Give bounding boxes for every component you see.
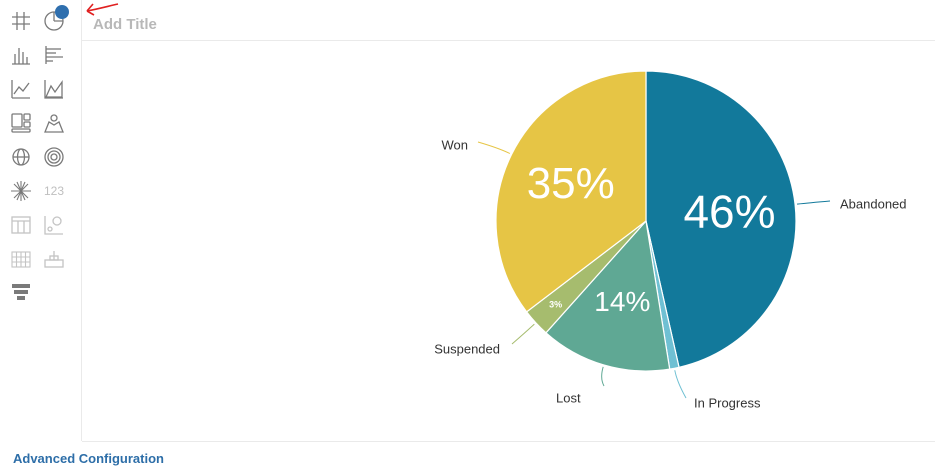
pie-leader-line [477,141,511,154]
pie-category-label: Lost [556,391,581,406]
line-chart-icon[interactable] [8,76,34,102]
pie-slice-lost[interactable] [545,219,671,372]
pie-slice-won[interactable] [495,70,647,313]
horizontal-bar-chart-icon[interactable] [41,42,67,68]
table-icon[interactable] [8,212,34,238]
funnel-icon[interactable] [8,280,34,306]
pie-category-label: Abandoned [840,197,907,212]
number-icon[interactable]: 123 [41,178,67,204]
bar-chart-icon[interactable] [8,42,34,68]
globe-icon[interactable] [8,144,34,170]
pie-percent-label: 3% [549,299,562,309]
pivot-grid-icon[interactable] [8,246,34,272]
pie-percent-label: 14% [594,286,650,317]
scatter-icon[interactable] [41,212,67,238]
gauge-icon[interactable] [41,246,67,272]
tiles-icon[interactable] [8,110,34,136]
number-icon-label: 123 [43,184,65,198]
selected-indicator [55,5,69,19]
grid-icon[interactable] [8,8,34,34]
sunburst-icon[interactable] [8,178,34,204]
map-icon[interactable] [41,110,67,136]
pie-leader-line [601,366,605,387]
footer-divider [82,441,935,442]
chart-type-toolbar: 123 [0,0,78,310]
pie-leader-line [511,323,535,345]
pie-slice-abandoned[interactable] [645,70,797,369]
pie-category-label: Suspended [434,342,500,357]
pie-percent-label: 35% [527,159,615,208]
annotation-arrow-icon [86,3,119,16]
pie-percent-label: 46% [683,186,775,238]
pie-leader-line [797,200,831,205]
pie-chart-icon[interactable] [41,8,67,34]
header-divider [82,40,935,41]
pie-category-label: Won [442,138,469,153]
radar-icon[interactable] [41,144,67,170]
toolbar-divider [81,0,82,441]
advanced-configuration-link[interactable]: Advanced Configuration [13,451,164,466]
area-chart-icon[interactable] [41,76,67,102]
chart-title-input[interactable]: Add Title [93,16,157,33]
pie-leader-line [674,370,687,399]
pie-category-label: In Progress [694,396,761,411]
